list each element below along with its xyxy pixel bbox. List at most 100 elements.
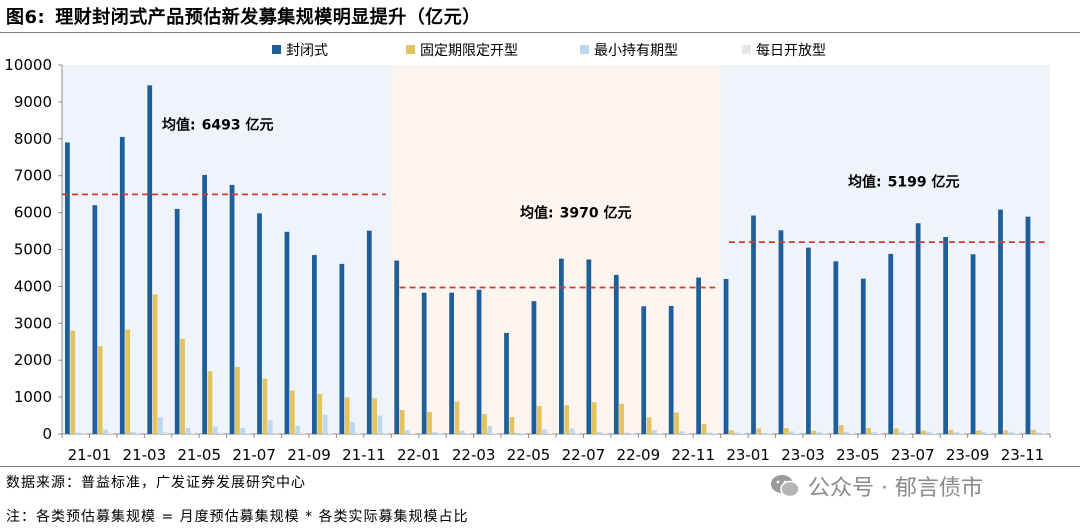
bar-4-23-12 (1041, 433, 1047, 434)
bar-3-23-11 (1008, 432, 1014, 434)
bar-3-21-08 (267, 420, 273, 434)
bar-2-21-04 (152, 294, 158, 434)
bar-3-22-07 (569, 428, 575, 434)
bar-1-21-09 (284, 231, 290, 434)
bar-2-22-06 (536, 405, 542, 434)
bar-4-22-09 (629, 433, 635, 434)
bar-4-23-04 (822, 433, 827, 434)
chart-title: 图6: 理财封闭式产品预估新发募集规模明显提升（亿元） (6, 3, 481, 29)
average-label-1: 均值: 6493 亿元 (162, 117, 273, 134)
x-tick-label: 22-01 (397, 446, 441, 464)
bar-2-22-03 (454, 401, 460, 434)
x-tick-label: 23-07 (891, 446, 935, 464)
bar-2-21-12 (372, 398, 378, 434)
bar-3-22-06 (542, 429, 548, 434)
bar-2-23-02 (756, 428, 762, 434)
bar-3-21-06 (212, 426, 218, 434)
x-tick-label: 21-05 (177, 446, 221, 464)
bar-2-23-01 (729, 430, 734, 434)
average-label-value: 5199 亿元 (888, 173, 960, 190)
period-shade-3 (720, 65, 1050, 434)
legend-label-3: 最小持有期型 (594, 43, 678, 59)
bar-4-23-11 (1014, 433, 1019, 434)
period-shade-2 (391, 65, 721, 434)
bar-3-22-12 (706, 432, 712, 434)
bar-3-21-12 (377, 415, 383, 434)
x-tick-label: 22-11 (671, 446, 715, 464)
bar-4-22-08 (602, 433, 608, 434)
bar-4-21-04 (163, 431, 169, 434)
bar-3-23-01 (734, 432, 740, 434)
bar-3-23-05 (844, 431, 849, 434)
average-label-prefix: 均值: (848, 173, 882, 190)
x-tick-label: 23-03 (781, 446, 825, 464)
y-tick-label: 8000 (14, 130, 52, 148)
bar-1-22-03 (449, 292, 454, 434)
bar-4-22-05 (520, 433, 525, 434)
bar-2-21-07 (235, 366, 240, 434)
bar-2-23-06 (866, 428, 872, 434)
bar-4-21-07 (245, 432, 251, 434)
bar-2-21-02 (97, 346, 103, 434)
legend-swatch-3 (580, 45, 589, 54)
bar-2-21-10 (317, 394, 323, 434)
bar-2-23-08 (921, 430, 926, 434)
bar-4-23-01 (739, 433, 745, 434)
average-label-value: 6493 亿元 (202, 117, 274, 134)
bar-1-22-01 (394, 260, 400, 434)
x-tick-label: 21-03 (123, 446, 167, 464)
bar-2-23-03 (783, 428, 789, 434)
y-tick-label: 0 (42, 425, 52, 443)
bar-1-22-10 (641, 306, 647, 434)
bar-4-23-02 (767, 433, 772, 434)
legend-label-1: 封闭式 (286, 43, 328, 59)
bar-3-21-04 (158, 417, 163, 434)
bar-1-21-11 (339, 263, 345, 434)
bar-2-23-07 (893, 428, 899, 434)
bar-1-21-10 (312, 255, 317, 434)
bar-1-23-04 (806, 247, 811, 434)
bar-1-21-02 (92, 205, 98, 434)
legend-swatch-1 (272, 45, 281, 54)
bar-2-21-08 (262, 378, 268, 434)
bar-4-21-12 (382, 432, 388, 434)
bar-3-23-08 (926, 431, 932, 434)
bar-4-22-04 (492, 433, 498, 434)
period-shade-1 (62, 65, 392, 434)
bar-4-23-05 (849, 433, 855, 434)
watermark: 公众号 · 郁言债市 (770, 470, 983, 502)
bar-1-21-04 (147, 85, 153, 435)
bar-1-23-07 (888, 253, 894, 434)
average-label-3: 均值: 5199 亿元 (848, 173, 959, 190)
bar-1-21-07 (229, 184, 235, 434)
average-label-prefix: 均值: (162, 117, 196, 134)
bar-4-22-11 (684, 433, 690, 434)
bar-1-22-11 (668, 305, 674, 434)
bar-4-21-01 (81, 432, 86, 434)
bar-3-21-07 (240, 428, 246, 434)
watermark-text: 公众号 · 郁言债市 (808, 476, 983, 501)
bar-2-23-05 (838, 425, 844, 434)
bar-1-23-11 (998, 209, 1003, 434)
y-tick-label: 3000 (14, 314, 52, 332)
bar-3-22-04 (487, 425, 493, 434)
bar-1-22-12 (696, 277, 701, 434)
source-note: 数据来源：普益标准，广发证券发展研究中心 (6, 475, 306, 491)
bar-3-21-02 (103, 429, 108, 434)
footnote: 注：各类预估募集规模 = 月度预估募集规模 * 各类实际募集规模占比 (6, 509, 469, 525)
bar-3-22-05 (514, 432, 520, 434)
bar-3-22-03 (459, 430, 465, 434)
bar-1-23-09 (943, 236, 948, 434)
bar-4-22-02 (437, 433, 443, 434)
bar-3-21-01 (75, 432, 81, 434)
x-tick-label: 21-11 (342, 446, 386, 464)
x-tick-label: 21-01 (68, 446, 112, 464)
x-tick-label: 23-05 (836, 446, 880, 464)
x-tick-label: 22-07 (562, 446, 606, 464)
bar-1-22-05 (504, 332, 509, 434)
bar-1-21-08 (257, 213, 262, 434)
x-tick-label: 22-09 (617, 446, 661, 464)
bar-2-22-09 (619, 403, 625, 434)
bar-1-23-08 (915, 223, 921, 434)
bar-4-23-08 (931, 433, 937, 434)
